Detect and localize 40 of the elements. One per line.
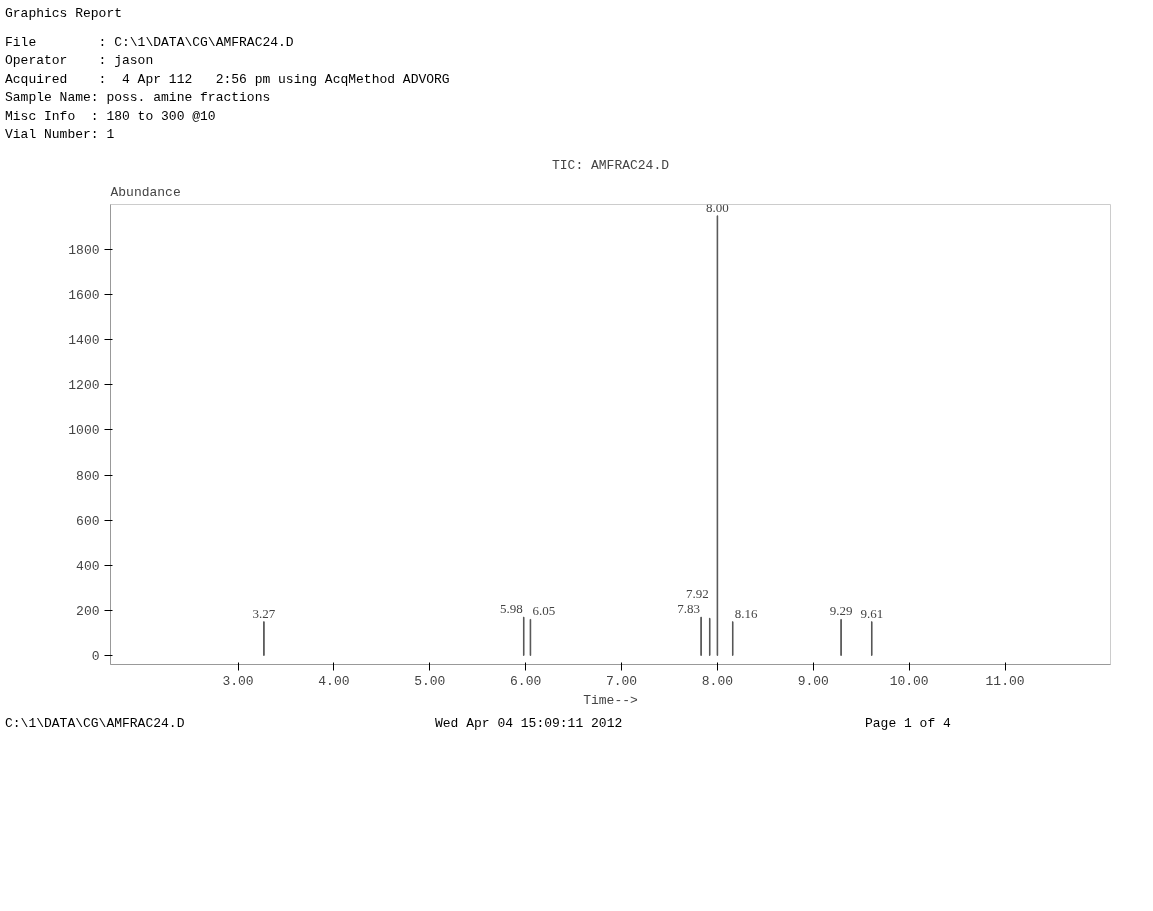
annotation: 3.27 xyxy=(252,605,276,621)
y-tick-label: 1000 xyxy=(68,423,100,439)
y-tick-label: 200 xyxy=(76,603,100,619)
x-tick-label: 3.00 xyxy=(222,673,254,689)
x-tick-label: 9.00 xyxy=(797,673,829,689)
annotation: 9.61 xyxy=(860,605,884,621)
y-axis-title: Abundance xyxy=(110,184,181,200)
y-tick-label: 1800 xyxy=(68,243,100,259)
y-tick-label: 400 xyxy=(76,558,100,574)
text: Misc Info : 180 to 300 @10 xyxy=(5,108,216,124)
y-tick-label: 1200 xyxy=(68,378,100,394)
x-tick-label: 6.00 xyxy=(510,673,542,689)
text: File : C:\1\DATA\CG\AMFRAC24.D xyxy=(5,34,294,50)
x-tick-label: 11.00 xyxy=(985,673,1025,689)
y-tick-label: 600 xyxy=(76,513,100,529)
text: Vial Number: 1 xyxy=(5,127,115,143)
annotation: 9.29 xyxy=(829,603,853,619)
annotation: 7.83 xyxy=(677,601,701,617)
x-tick-label: 8.00 xyxy=(701,673,734,689)
text: Page 1 of 4 xyxy=(865,714,951,733)
x-tick-label: 4.00 xyxy=(318,673,350,689)
text: Wed Apr 04 15:09:11 2012 xyxy=(435,714,623,733)
x-axis-title: Time--> xyxy=(583,692,638,708)
annotation: 7.92 xyxy=(685,586,709,602)
y-tick-label: 0 xyxy=(91,648,100,664)
y-tick-label: 1600 xyxy=(68,288,100,304)
annotation: 6.05 xyxy=(532,603,556,619)
y-tick-label: 800 xyxy=(76,468,100,484)
text: Sample Name: poss. amine fractions xyxy=(5,90,271,106)
x-tick-label: 7.00 xyxy=(605,673,638,689)
text: Operator : jason xyxy=(5,53,154,69)
x-tick-label: 5.00 xyxy=(414,673,446,689)
y-tick-label: 1400 xyxy=(68,333,100,349)
annotation: 5.98 xyxy=(499,601,523,617)
chart-title: TIC: AMFRAC24.D xyxy=(551,157,670,173)
text: Acquired : 4 Apr 112 2:56 pm using AcqMethod ADVORG xyxy=(5,71,450,87)
text: C:\1\DATA\CG\AMFRAC24.D xyxy=(5,714,185,733)
text: Graphics Report xyxy=(5,5,123,23)
x-tick-label: 10.00 xyxy=(889,673,929,689)
annotation: 8.16 xyxy=(734,605,758,621)
